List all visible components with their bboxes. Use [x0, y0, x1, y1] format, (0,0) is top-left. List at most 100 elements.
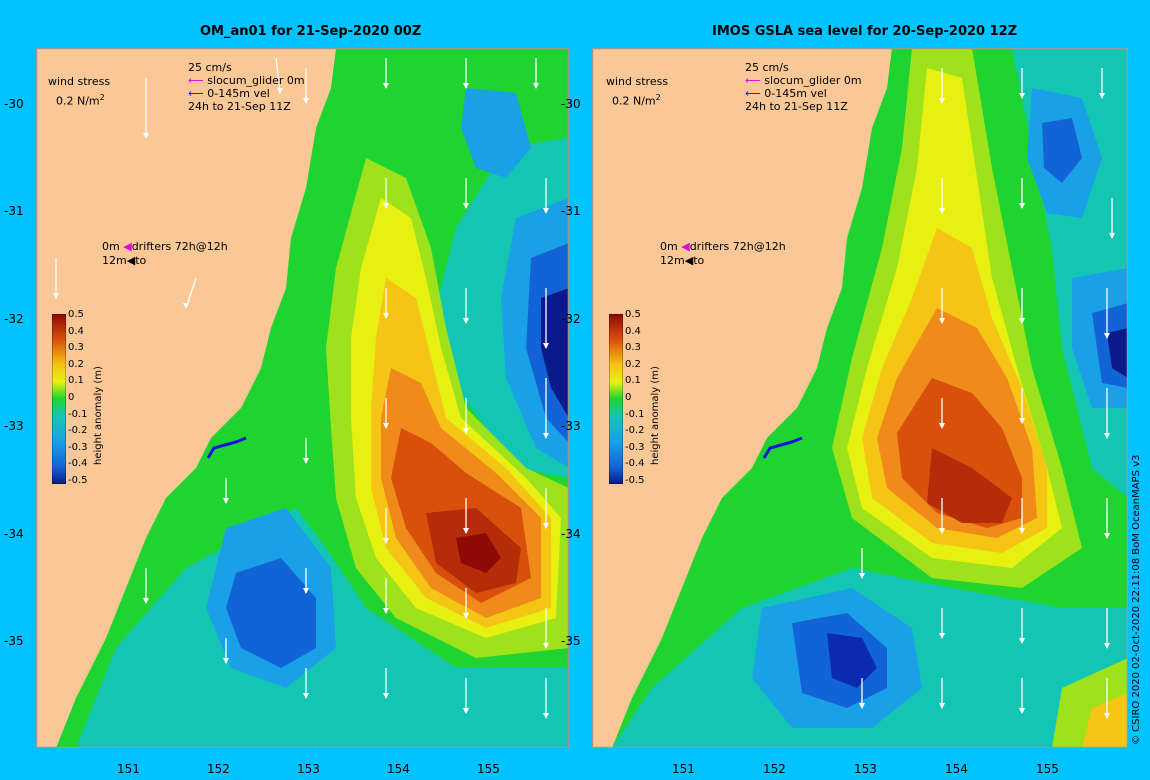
- lat-tick: -30: [4, 97, 24, 111]
- vector-arrowhead: [383, 608, 389, 614]
- vector-arrowhead: [383, 693, 389, 699]
- left-glider-label: ⟵ slocum_glider 0m: [188, 74, 305, 87]
- colorbar-tick-label: -0.5: [68, 475, 88, 486]
- right-glider-label: ⟵ slocum_glider 0m: [745, 74, 862, 87]
- vector-arrowhead: [939, 633, 945, 639]
- lat-tick: -32: [561, 312, 581, 326]
- left-speed-label: 25 cm/s: [188, 61, 232, 74]
- lat-tick: -35: [561, 634, 581, 648]
- vector-arrowhead: [1019, 638, 1025, 644]
- contour-neg5: [541, 288, 569, 418]
- left-panel-title: OM_an01 for 21-Sep-2020 00Z: [200, 24, 422, 39]
- lat-tick: -31: [561, 204, 581, 218]
- colorbar-tick-label: 0.4: [68, 325, 84, 337]
- vector-arrowhead: [303, 458, 309, 464]
- lat-tick: -32: [4, 312, 24, 326]
- glider-track: [762, 436, 803, 459]
- vector-arrowhead: [1104, 713, 1110, 719]
- vector-arrowhead: [463, 613, 469, 619]
- vector-arrowhead: [463, 203, 469, 209]
- colorbar-tick-label: -0.3: [625, 441, 645, 453]
- vector-arrowhead: [543, 643, 549, 649]
- colorbar-tick-label: 0.3: [68, 342, 84, 354]
- colorbar-tick-label: 0.4: [625, 325, 641, 337]
- colorbar-tick-label: 0.1: [625, 375, 641, 387]
- left-colorbar-title: height anomaly (m): [93, 366, 104, 465]
- vector-arrowhead: [543, 343, 549, 349]
- colorbar-tick-label: 0.2: [625, 358, 641, 370]
- vector-arrowhead: [463, 708, 469, 714]
- vector-arrowhead: [303, 98, 309, 104]
- left-map: [36, 48, 569, 748]
- colorbar-tick-label: 0: [625, 392, 632, 403]
- vector-arrowhead: [383, 203, 389, 209]
- lon-tick: 153: [854, 762, 877, 776]
- vector-arrowhead: [1019, 528, 1025, 534]
- vector-arrowhead: [1104, 433, 1110, 439]
- right-period-label: 24h to 21-Sep 11Z: [745, 100, 848, 113]
- vector-arrowhead: [543, 208, 549, 214]
- vector-arrowhead: [533, 83, 539, 89]
- vector-arrowhead: [543, 713, 549, 719]
- contour-06: [927, 448, 1012, 523]
- contour-07: [456, 533, 501, 573]
- lat-tick: -33: [561, 419, 581, 433]
- vector-arrowhead: [939, 208, 945, 214]
- colorbar-tick-label: -0.3: [68, 441, 88, 453]
- colorbar-tick-label: 0.2: [68, 358, 84, 370]
- colorbar-tick-label: -0.2: [68, 425, 88, 437]
- left-colorbar: [52, 314, 66, 484]
- vector-arrowhead: [543, 433, 549, 439]
- left-drifter-0m: 0m ◀drifters 72h@12h: [102, 240, 228, 253]
- velocity-arrows: [53, 57, 549, 719]
- lon-tick: 154: [945, 762, 968, 776]
- lat-tick: -30: [561, 97, 581, 111]
- vector-arrowhead: [1019, 318, 1025, 324]
- vector-arrowhead: [53, 293, 59, 299]
- left-wind-stress-label: wind stress: [48, 75, 111, 88]
- vector-arrowhead: [223, 498, 229, 504]
- left-vel-label: ⟵ 0-145m vel: [188, 87, 270, 100]
- colorbar-tick-label: -0.1: [625, 408, 645, 420]
- right-speed-label: 25 cm/s: [745, 61, 789, 74]
- credit-text: © CSIRO 2020 02-Oct-2020 22:11:08 BoM Oc…: [1131, 454, 1142, 745]
- vector-arrowhead: [223, 658, 229, 664]
- contour-n-neg3: [1042, 118, 1082, 183]
- vector-arrowhead: [463, 83, 469, 89]
- colorbar-tick-label: 0.5: [625, 309, 641, 320]
- land: [36, 48, 336, 748]
- contour-sw-neg3: [226, 558, 316, 668]
- lat-tick: -31: [4, 204, 24, 218]
- vector-arrowhead: [1104, 333, 1110, 339]
- vector-arrowhead: [1019, 418, 1025, 424]
- vector-arrowhead: [143, 598, 149, 604]
- right-colorbar: [609, 314, 623, 484]
- vector-arrowhead: [1104, 533, 1110, 539]
- lon-tick: 152: [207, 762, 230, 776]
- land: [592, 48, 892, 748]
- lon-tick: 151: [117, 762, 140, 776]
- right-drifter-0m: 0m ◀drifters 72h@12h: [660, 240, 786, 253]
- left-drifter-12m: 12m◀to: [102, 254, 147, 267]
- colorbar-tick-label: -0.2: [625, 425, 645, 437]
- vector-arrowhead: [1104, 643, 1110, 649]
- vector-arrowhead: [143, 133, 149, 139]
- contour-e-neg5: [1107, 328, 1128, 378]
- colorbar-tick-label: -0.4: [625, 458, 645, 470]
- right-map: [592, 48, 1128, 748]
- colorbar-tick-label: 0.3: [625, 342, 641, 354]
- colorbar-tick-label: 0.1: [68, 375, 84, 387]
- right-wind-unit: 0.2 N/m2: [612, 93, 661, 108]
- lon-tick: 151: [672, 762, 695, 776]
- vector-arrowhead: [1019, 93, 1025, 99]
- contour-se-03: [1082, 693, 1128, 748]
- vector-arrowhead: [1019, 203, 1025, 209]
- velocity-arrows: [859, 68, 1115, 719]
- right-wind-stress-label: wind stress: [606, 75, 669, 88]
- vector-arrowhead: [383, 538, 389, 544]
- vector-arrowhead: [543, 523, 549, 529]
- vector-arrowhead: [939, 98, 945, 104]
- vector-arrowhead: [183, 303, 189, 309]
- vector-arrowhead: [1109, 233, 1115, 239]
- vector-arrowhead: [1019, 708, 1025, 714]
